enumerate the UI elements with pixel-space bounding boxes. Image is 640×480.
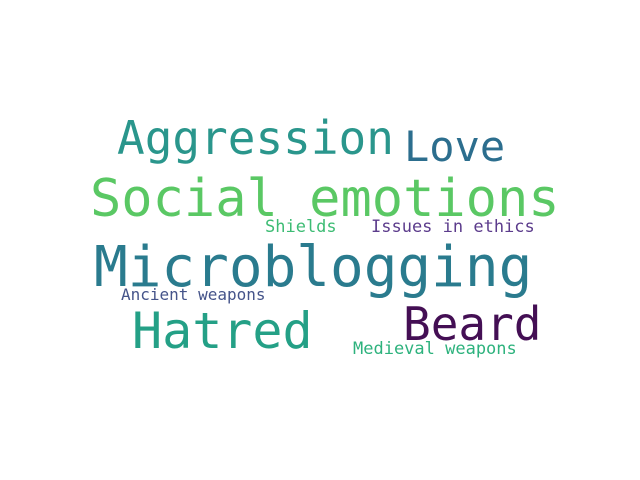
word-microblogging: Microblogging (94, 235, 533, 300)
word-medieval-weapons: Medieval weapons (353, 339, 517, 359)
word-issues-in-ethics: Issues in ethics (371, 217, 535, 237)
word-beard: Beard (403, 297, 542, 351)
word-social-emotions: Social emotions (90, 169, 560, 229)
word-aggression: Aggression (117, 111, 394, 165)
word-ancient-weapons: Ancient weapons (121, 285, 266, 304)
word-love: Love (404, 122, 506, 171)
word-shields: Shields (265, 217, 337, 237)
word-hatred: Hatred (132, 302, 313, 360)
